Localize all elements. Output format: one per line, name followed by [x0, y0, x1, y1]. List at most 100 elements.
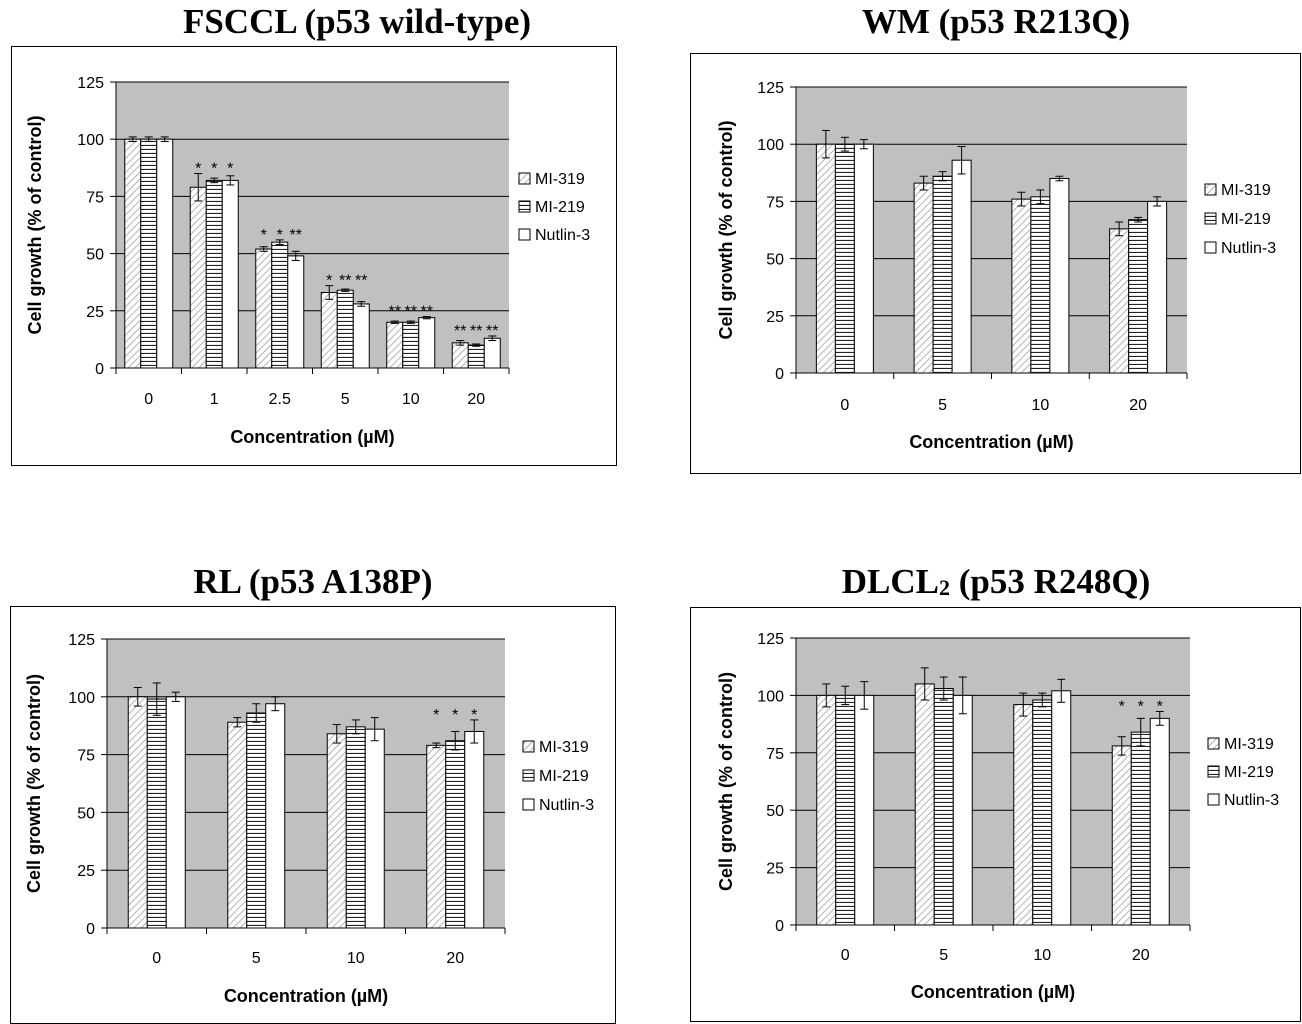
significance-marker: *: [452, 707, 458, 724]
x-tick-label: 20: [1129, 397, 1147, 414]
bar: [156, 138, 174, 369]
bar: [1049, 178, 1070, 374]
bar: [835, 694, 856, 926]
y-tick-label: 25: [766, 861, 784, 878]
y-axis-label: Cell growth (% of control): [716, 672, 736, 891]
bar: [467, 344, 485, 369]
legend-label: Nutlin-3: [539, 797, 594, 814]
y-tick-label: 50: [77, 805, 95, 822]
bar: [320, 291, 338, 369]
x-tick-label: 20: [446, 950, 464, 967]
bar: [952, 694, 973, 926]
significance-marker: *: [326, 273, 332, 290]
bar: [336, 289, 354, 369]
bar: [815, 143, 836, 374]
bar: [426, 744, 447, 929]
x-tick-label: 5: [341, 391, 350, 408]
bar: [140, 138, 158, 369]
y-axis-label: Cell growth (% of control): [24, 674, 44, 893]
bar: [255, 248, 273, 369]
bar: [816, 694, 837, 926]
chart-title-fsccl: FSCCL (p53 wild-type): [182, 2, 532, 41]
x-tick-label: 0: [144, 391, 153, 408]
x-axis-label: Concentration (µM): [909, 432, 1073, 452]
bar: [165, 696, 186, 929]
bar: [951, 159, 972, 374]
bar: [1032, 699, 1053, 926]
significance-marker: *: [211, 161, 217, 178]
significance-marker: *: [261, 227, 267, 244]
legend-swatch: [522, 798, 535, 811]
x-tick-label: 5: [938, 397, 947, 414]
x-tick-label: 10: [1033, 947, 1051, 964]
x-tick-label: 0: [840, 397, 849, 414]
y-tick-label: 50: [86, 247, 104, 264]
bar: [146, 698, 167, 929]
chart-rl: 0 25 50 75 100 125 0 5 10 20 * * * Concentration (µM)…: [10, 606, 616, 1024]
significance-marker: **: [290, 227, 302, 244]
y-tick-label: 75: [86, 189, 104, 206]
legend-swatch: [1207, 737, 1220, 750]
legend-label: MI-219: [1224, 764, 1274, 781]
x-axis-label: Concentration (µM): [911, 982, 1075, 1002]
bar: [271, 241, 289, 369]
legend-label: MI-319: [1221, 182, 1271, 199]
significance-marker: *: [433, 707, 439, 724]
significance-marker: *: [1138, 698, 1144, 715]
x-tick-label: 20: [467, 391, 485, 408]
bar: [127, 696, 148, 929]
bar: [352, 303, 370, 369]
x-tick-label: 5: [252, 950, 261, 967]
bar: [933, 688, 954, 926]
bar: [364, 728, 385, 929]
legend-label: MI-319: [535, 171, 585, 188]
bar: [854, 694, 875, 926]
significance-marker: *: [1157, 698, 1163, 715]
legend-label: MI-319: [539, 739, 589, 756]
significance-marker: **: [389, 304, 401, 321]
x-tick-label: 10: [347, 950, 365, 967]
bar: [932, 175, 953, 374]
y-tick-label: 75: [766, 746, 784, 763]
significance-marker: **: [339, 273, 351, 290]
legend-swatch: [518, 228, 531, 241]
significance-marker: **: [355, 273, 367, 290]
y-tick-label: 0: [775, 366, 784, 383]
bar: [1013, 704, 1034, 926]
significance-marker: **: [486, 323, 498, 340]
chart-title-wm: WM (p53 R213Q): [861, 2, 1131, 41]
y-tick-label: 125: [68, 632, 95, 649]
legend-swatch: [518, 172, 531, 185]
y-tick-label: 100: [757, 137, 784, 154]
significance-marker: *: [1119, 698, 1125, 715]
x-tick-label: 10: [402, 391, 420, 408]
y-tick-label: 125: [77, 75, 104, 92]
bar: [483, 337, 501, 369]
significance-marker: **: [421, 304, 433, 321]
x-tick-label: 0: [841, 947, 850, 964]
legend-label: MI-219: [535, 199, 585, 216]
bar: [1130, 731, 1151, 926]
y-tick-label: 0: [95, 361, 104, 378]
y-axis-label: Cell growth (% of control): [25, 116, 45, 335]
bar: [1147, 200, 1168, 374]
x-tick-label: 5: [939, 947, 948, 964]
y-tick-label: 100: [757, 688, 784, 705]
bar: [418, 317, 436, 369]
legend-swatch: [1204, 241, 1217, 254]
chart-title-rl: RL (p53 A138P): [193, 562, 433, 601]
x-tick-label: 2.5: [269, 391, 291, 408]
x-axis-label: Concentration (µM): [230, 427, 394, 447]
legend-swatch: [1204, 183, 1217, 196]
y-tick-label: 125: [757, 631, 784, 648]
significance-marker: *: [227, 161, 233, 178]
chart-dlcl2: 0 25 50 75 100 125 0 5 10 20 * * * Concentration (µM)…: [690, 607, 1301, 1022]
bar: [189, 186, 207, 369]
significance-marker: *: [277, 227, 283, 244]
legend-label: Nutlin-3: [535, 227, 590, 244]
legend-label: Nutlin-3: [1224, 792, 1279, 809]
bar: [464, 730, 485, 929]
plot-area: [116, 82, 509, 368]
y-tick-label: 75: [766, 194, 784, 211]
bar: [445, 740, 466, 929]
